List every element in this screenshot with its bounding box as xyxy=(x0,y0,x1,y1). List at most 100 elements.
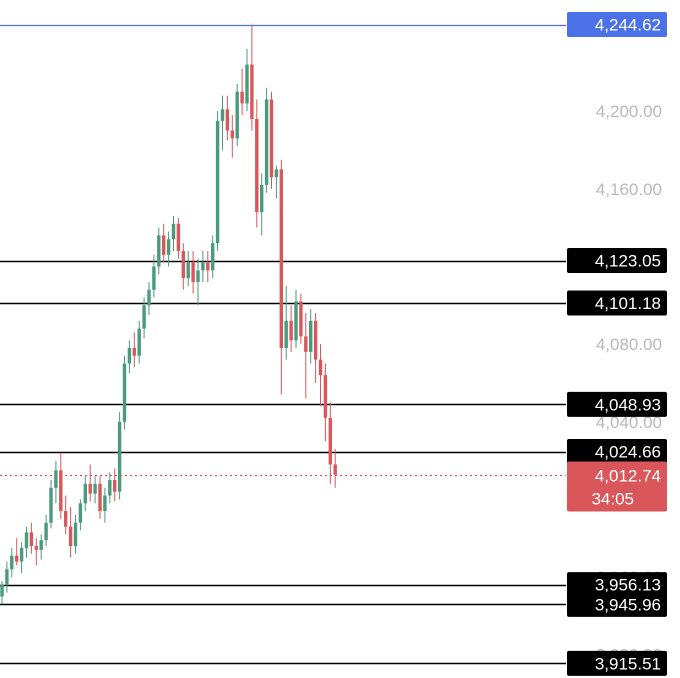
candle xyxy=(29,522,34,554)
candle-body xyxy=(186,262,190,279)
candle-body xyxy=(215,120,220,244)
candle-body xyxy=(260,184,264,213)
candle xyxy=(230,115,234,158)
candle xyxy=(39,534,43,560)
price-label-box xyxy=(567,12,667,38)
level-price-label: 3,956.13 xyxy=(567,572,667,598)
candle xyxy=(250,24,254,131)
candle-body xyxy=(245,64,249,104)
level-price-label: 3,915.51 xyxy=(567,650,667,676)
candle-body xyxy=(93,483,97,494)
candle-body xyxy=(108,480,112,496)
candle xyxy=(274,165,279,199)
candle xyxy=(264,87,269,193)
candle xyxy=(103,487,107,523)
candle-body xyxy=(264,99,269,185)
candle xyxy=(44,514,48,546)
candle xyxy=(113,468,117,502)
candle-body xyxy=(29,532,34,546)
candle xyxy=(73,514,78,554)
candle-body xyxy=(117,421,122,492)
candle-body xyxy=(142,305,146,329)
candles xyxy=(0,24,337,605)
candle-body xyxy=(64,511,68,527)
candle-body xyxy=(299,301,303,337)
candle-body xyxy=(255,118,259,213)
candle-body xyxy=(206,262,210,271)
price-label-text: 4,024.66 xyxy=(595,443,661,462)
candle-body xyxy=(0,584,4,597)
candle-body xyxy=(294,301,298,341)
y-tick-label: 4,040.00 xyxy=(596,413,662,432)
candle-body xyxy=(250,64,254,119)
candle-body xyxy=(304,336,308,352)
candle xyxy=(117,412,122,500)
candle-body xyxy=(211,243,215,271)
level-price-label: 4,123.05 xyxy=(567,248,667,274)
candle xyxy=(54,460,58,504)
candle xyxy=(10,547,14,578)
candle xyxy=(162,223,166,263)
candle-body xyxy=(19,547,24,562)
price-label-box xyxy=(567,290,667,316)
candle xyxy=(269,91,274,189)
candle-body xyxy=(284,320,288,348)
candle-body xyxy=(220,109,225,121)
candle-body xyxy=(73,522,78,546)
level-price-label: 4,048.93 xyxy=(567,391,667,417)
candle-body xyxy=(171,223,176,240)
candle xyxy=(279,159,283,395)
candle xyxy=(108,472,112,504)
candle xyxy=(152,254,156,298)
high-price-label: 4,244.62 xyxy=(567,12,667,38)
candle-body xyxy=(333,464,337,475)
candle-body xyxy=(39,540,43,550)
candle xyxy=(157,227,161,275)
price-label-text: 4,048.93 xyxy=(595,395,661,414)
candle xyxy=(206,250,210,282)
candle-body xyxy=(176,223,181,251)
candle xyxy=(220,95,225,150)
candle xyxy=(333,448,337,488)
price-label-box xyxy=(567,248,667,274)
candle xyxy=(122,355,127,430)
candle xyxy=(68,507,73,558)
candle xyxy=(225,95,230,141)
candle-body xyxy=(83,483,87,504)
candle xyxy=(318,344,323,407)
price-label-box xyxy=(567,391,667,417)
candle xyxy=(284,285,288,360)
candle xyxy=(235,84,239,147)
candle-body xyxy=(309,320,313,352)
candle xyxy=(215,111,220,251)
candle xyxy=(64,495,68,535)
candle-body xyxy=(78,503,83,523)
candle-body xyxy=(5,569,9,585)
candle-body xyxy=(98,483,102,512)
y-tick-label: 4,080.00 xyxy=(596,335,662,354)
candle xyxy=(127,340,132,374)
price-label-box xyxy=(567,591,667,617)
level-price-label: 4,024.66 xyxy=(567,439,667,465)
candle-body xyxy=(113,480,117,492)
candle xyxy=(88,464,92,502)
price-labels: 4,244.62 4,123.05 4,101.18 4,048.93 4,024.66… xyxy=(567,12,667,676)
candle-body xyxy=(54,470,58,488)
candle-body xyxy=(88,483,92,494)
candle-body xyxy=(34,546,38,550)
candle xyxy=(98,476,102,519)
candle-body xyxy=(318,359,323,376)
candle xyxy=(78,499,83,531)
candle xyxy=(255,99,259,228)
candle-body xyxy=(127,348,132,364)
candle-body xyxy=(230,130,234,139)
candle xyxy=(260,173,264,236)
candle-body xyxy=(157,235,161,267)
candle xyxy=(147,282,151,315)
candle-body xyxy=(274,169,279,178)
price-label-text: 4,244.62 xyxy=(595,16,661,35)
candle xyxy=(245,49,249,112)
level-price-label: 3,945.96 xyxy=(567,591,667,617)
candle xyxy=(49,480,53,529)
